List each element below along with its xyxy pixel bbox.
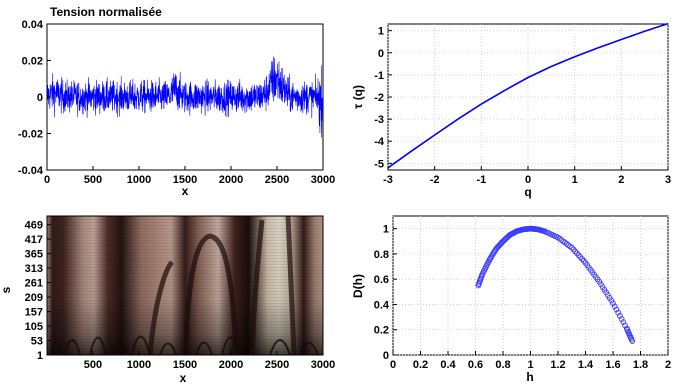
wavelet-ytick-label: 261 [25, 278, 43, 290]
signal-ytick-label: 0.02 [22, 56, 43, 68]
wavelet-image [47, 216, 323, 355]
signal-panel: Tension normalisée 0 500 1000 1500 2000 2500 3… [18, 5, 335, 198]
spectrum-xtick-label: 1.8 [633, 359, 648, 371]
wavelet-ytick-label: 157 [25, 307, 43, 319]
wavelet-ytick-label: 105 [25, 321, 43, 333]
spectrum-point [611, 303, 618, 310]
spectrum-xtick-label: 1.4 [578, 359, 594, 371]
spectrum-xtick-label: 1.6 [605, 359, 620, 371]
spectrum-xtick-label: 1 [527, 359, 533, 371]
tau-panel: -3 -2 -1 0 1 2 3 -5 -4 -3 -2 -1 0 1 q τ (q) [351, 22, 671, 199]
spectrum-xtick-label: 0.8 [495, 359, 510, 371]
wavelet-ytick-label: 313 [25, 263, 43, 275]
tau-xtick-label: -2 [430, 174, 440, 186]
spectrum-point [610, 300, 616, 307]
spectrum-point [490, 250, 497, 256]
signal-xtick-label: 2000 [219, 174, 243, 186]
spectrum-point [620, 319, 627, 325]
spectrum-ytick-label: 0.4 [374, 299, 390, 311]
spectrum-point [629, 338, 636, 344]
wavelet-ytick-label: 53 [31, 336, 43, 348]
tau-xlabel: q [524, 185, 531, 199]
wavelet-ytick-label: 1 [37, 350, 43, 362]
tau-series-line [387, 22, 669, 169]
tau-ytick-label: 0 [378, 48, 384, 60]
spectrum-point [615, 309, 622, 316]
signal-ytick-label: -0.02 [18, 129, 43, 141]
signal-xtick-label: 0 [44, 174, 50, 186]
signal-xlabel: x [182, 184, 189, 198]
spectrum-xtick-label: 0.6 [468, 359, 483, 371]
signal-ytick-label: 0.04 [22, 19, 44, 31]
signal-xtick-label: 1000 [127, 174, 151, 186]
spectrum-ytick-label: 1 [383, 224, 389, 236]
tau-xtick-label: 2 [618, 174, 624, 186]
spectrum-point [618, 316, 625, 322]
wavelet-ytick-label: 469 [25, 220, 43, 232]
tau-ylabel: τ (q) [351, 85, 365, 109]
wavelet-xtick-label: 1000 [127, 359, 151, 371]
spectrum-point [622, 322, 628, 329]
wavelet-xtick-label: 3000 [311, 359, 335, 371]
tau-xtick-label: -3 [383, 174, 393, 186]
signal-xtick-label: 1500 [173, 174, 197, 186]
signal-xtick-label: 3000 [311, 174, 335, 186]
tau-ytick-label: -4 [374, 136, 385, 148]
wavelet-ytick-label: 209 [25, 292, 43, 304]
signal-xtick-label: 500 [84, 174, 102, 186]
wavelet-xtick-label: 500 [84, 359, 102, 371]
spectrum-ytick-label: 0.2 [374, 325, 389, 337]
spectrum-point [613, 306, 620, 313]
spectrum-ytick-label: 0.6 [374, 274, 389, 286]
signal-title: Tension normalisée [50, 5, 162, 19]
tau-ytick-label: -3 [374, 114, 384, 126]
spectrum-xlabel: h [526, 370, 533, 384]
spectrum-point [487, 255, 493, 262]
spectrum-xtick-label: 1.2 [550, 359, 565, 371]
wavelet-panel: 500 1000 1500 2000 2500 3000 1 53 105 157 209 261 3… [0, 215, 335, 385]
spectrum-ylabel: D(h) [351, 274, 365, 298]
tau-xtick-label: -1 [476, 174, 486, 186]
wavelet-ytick-label: 365 [25, 249, 43, 261]
wavelet-ylabel: s [0, 286, 13, 293]
spectrum-point [491, 248, 498, 255]
tau-xtick-label: 1 [572, 174, 578, 186]
spectrum-xtick-label: 2 [665, 359, 671, 371]
tau-xtick-label: 0 [525, 174, 531, 186]
wavelet-xlabel: x [180, 371, 187, 385]
spectrum-xtick-label: 0 [390, 359, 396, 371]
spectrum-xtick-label: 0.2 [413, 359, 428, 371]
spectrum-ytick-label: 0 [383, 350, 389, 362]
tau-xtick-label: 3 [665, 174, 671, 186]
wavelet-xtick-label: 1500 [173, 359, 197, 371]
spectrum-point [617, 312, 623, 319]
wavelet-ytick-label: 417 [25, 234, 43, 246]
wavelet-xtick-label: 2000 [219, 359, 243, 371]
tau-ytick-label: -1 [374, 70, 384, 82]
signal-xtick-label: 2500 [265, 174, 289, 186]
signal-ytick-label: 0 [37, 92, 43, 104]
spectrum-xtick-label: 0.4 [440, 359, 456, 371]
spectrum-panel: 0 0.2 0.4 0.6 0.8 1 1.2 1.4 1.6 1.8 2 0 0.2 0.4 0.6 0.… [351, 215, 671, 384]
signal-ytick-label: -0.04 [18, 165, 44, 177]
tau-ytick-label: 1 [378, 26, 384, 38]
tau-ytick-label: -2 [374, 92, 384, 104]
signal-series-line [47, 56, 323, 138]
spectrum-ytick-label: 0.8 [374, 249, 389, 261]
tau-ytick-label: -5 [374, 158, 384, 170]
wavelet-xtick-label: 2500 [265, 359, 289, 371]
